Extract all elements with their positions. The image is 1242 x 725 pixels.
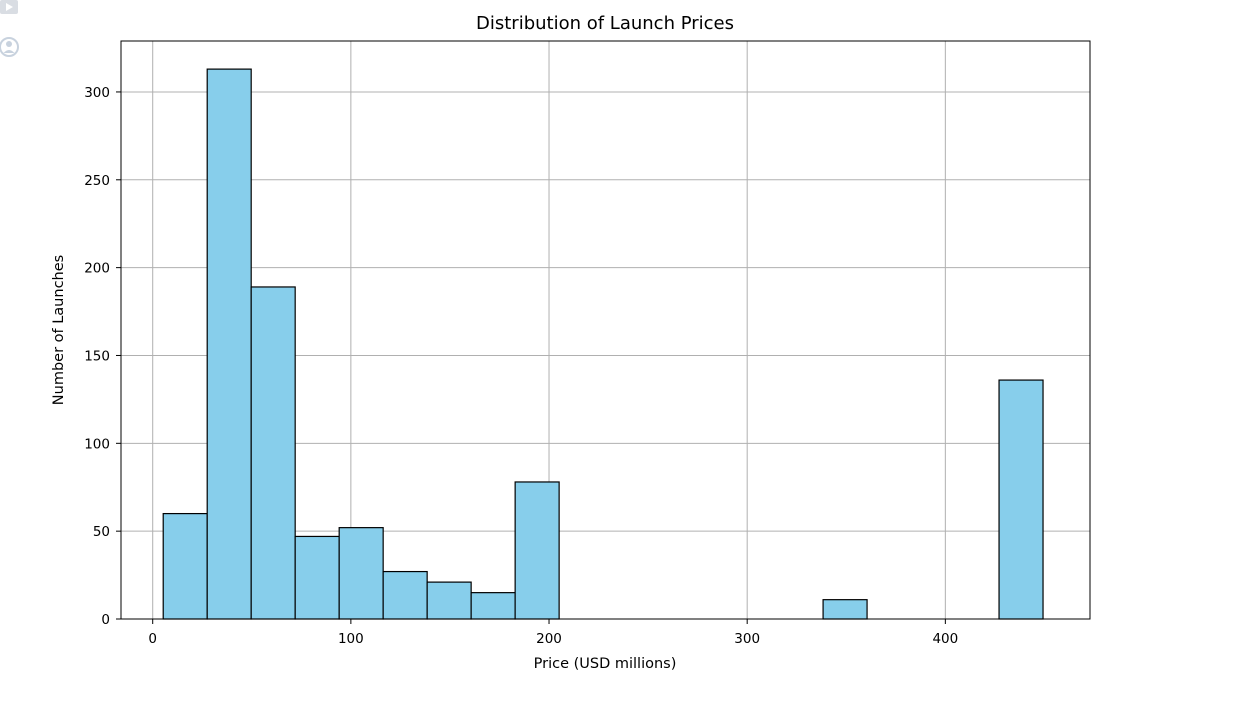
x-tick-label: 100 xyxy=(338,631,364,647)
x-tick-label: 0 xyxy=(148,631,157,647)
y-tick-label: 0 xyxy=(101,612,110,628)
x-tick-label: 400 xyxy=(932,631,958,647)
histogram-bar xyxy=(338,527,384,620)
plot-frame xyxy=(120,40,1091,620)
chart-title: Distribution of Launch Prices xyxy=(476,13,734,34)
y-tick-label: 50 xyxy=(93,524,110,540)
y-axis-label: Number of Launches xyxy=(51,255,67,405)
histogram-bars xyxy=(162,68,1044,620)
histogram-bar xyxy=(294,535,340,620)
histogram-bar xyxy=(998,379,1044,620)
x-axis-label: Price (USD millions) xyxy=(534,656,677,672)
x-axis-ticks: 0 100 200 300 400 xyxy=(148,619,958,647)
user-circle-icon xyxy=(0,37,19,57)
y-tick-label: 200 xyxy=(84,261,110,277)
histogram-bar xyxy=(514,481,560,620)
histogram-bar xyxy=(250,286,296,620)
y-tick-label: 300 xyxy=(84,85,110,101)
x-tick-label: 200 xyxy=(536,631,562,647)
histogram-bar xyxy=(470,592,516,620)
histogram-bar xyxy=(822,599,868,620)
play-icon[interactable] xyxy=(0,0,20,16)
histogram-bar xyxy=(426,581,472,620)
histogram-bar xyxy=(206,68,252,620)
y-axis-ticks: 0 50 100 150 200 250 300 xyxy=(84,85,121,628)
y-tick-label: 100 xyxy=(84,436,110,452)
histogram-bar xyxy=(162,512,208,620)
histogram-bar xyxy=(382,570,428,620)
y-tick-label: 250 xyxy=(84,173,110,189)
y-tick-label: 150 xyxy=(84,348,110,364)
x-tick-label: 300 xyxy=(734,631,760,647)
